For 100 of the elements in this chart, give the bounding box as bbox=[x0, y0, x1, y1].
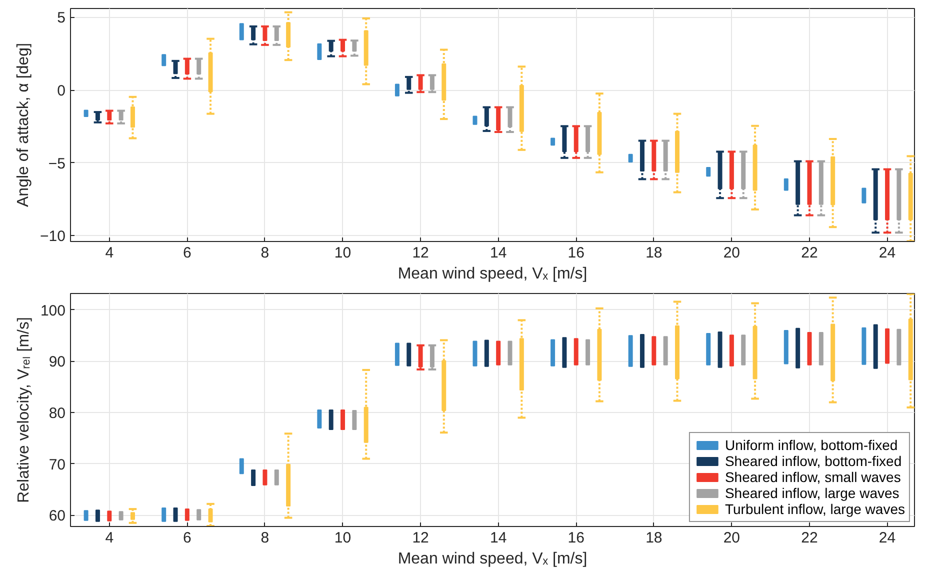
bar bbox=[340, 410, 346, 430]
bar bbox=[394, 84, 400, 96]
x-tick-label: 8 bbox=[260, 530, 270, 546]
x-tick-label: 22 bbox=[801, 530, 818, 546]
bar bbox=[162, 54, 166, 66]
bar bbox=[628, 154, 633, 162]
y-tick-label: 90 bbox=[48, 354, 66, 371]
bar bbox=[807, 332, 812, 366]
x-tick-label: 16 bbox=[568, 530, 584, 546]
bar bbox=[508, 340, 512, 366]
bar bbox=[885, 168, 890, 220]
bar bbox=[873, 324, 878, 369]
bar bbox=[484, 106, 489, 126]
x-tick-label: 12 bbox=[412, 530, 429, 546]
bar bbox=[352, 40, 357, 52]
x-axis-title: Mean wind speed, Vₓ [m/s] bbox=[398, 550, 588, 568]
x-tick-label: 14 bbox=[490, 530, 507, 546]
bar bbox=[472, 116, 478, 125]
y-tick-label: 60 bbox=[48, 508, 66, 525]
y-tick-label: 0 bbox=[57, 82, 66, 100]
x-tick-label: 16 bbox=[568, 244, 584, 262]
y-tick-label: 80 bbox=[48, 405, 66, 422]
bar bbox=[352, 410, 357, 430]
bar bbox=[328, 410, 334, 430]
bar bbox=[173, 508, 178, 522]
bar bbox=[84, 110, 88, 118]
legend-label: Sheared inflow, large waves bbox=[724, 485, 900, 501]
bar bbox=[394, 342, 400, 366]
bar bbox=[862, 188, 866, 204]
bar bbox=[550, 138, 556, 146]
y-tick-label: 5 bbox=[57, 10, 66, 27]
x-tick-label: 24 bbox=[878, 244, 896, 262]
bar bbox=[550, 339, 556, 366]
x-tick-label: 14 bbox=[490, 244, 507, 262]
bar bbox=[162, 508, 166, 522]
legend-label: Sheared inflow, bottom-fixed bbox=[724, 453, 902, 469]
legend-label: Sheared inflow, small waves bbox=[724, 469, 901, 485]
bar bbox=[184, 508, 190, 521]
bar bbox=[508, 106, 512, 128]
bar bbox=[130, 512, 135, 520]
bar bbox=[784, 178, 788, 191]
bar bbox=[896, 328, 902, 366]
bar bbox=[484, 340, 489, 367]
bar bbox=[274, 470, 279, 486]
legend-label: Turbulent inflow, large waves bbox=[724, 501, 905, 517]
bar bbox=[196, 509, 202, 520]
bar bbox=[472, 340, 478, 366]
bar bbox=[873, 168, 878, 220]
bar bbox=[118, 511, 124, 520]
x-tick-label: 20 bbox=[723, 244, 740, 262]
bar bbox=[741, 334, 746, 366]
bar bbox=[729, 334, 734, 366]
bar bbox=[208, 508, 213, 522]
x-tick-label: 18 bbox=[646, 244, 662, 262]
x-tick-label: 22 bbox=[801, 244, 818, 262]
legend-label: Uniform inflow, bottom-fixed bbox=[724, 437, 898, 453]
bar bbox=[239, 458, 244, 474]
bar bbox=[118, 110, 124, 121]
y-tick-label: 70 bbox=[48, 456, 66, 474]
x-tick-label: 18 bbox=[646, 530, 662, 546]
bar bbox=[640, 334, 644, 368]
bar bbox=[107, 510, 112, 522]
bar bbox=[262, 470, 268, 486]
bar bbox=[652, 336, 656, 366]
bar bbox=[317, 43, 322, 60]
bar bbox=[663, 336, 668, 366]
bar bbox=[896, 168, 902, 220]
bar bbox=[95, 510, 100, 522]
bar bbox=[239, 23, 244, 40]
bar bbox=[418, 74, 423, 90]
bar bbox=[328, 40, 334, 52]
bar bbox=[784, 330, 788, 364]
bar bbox=[274, 26, 279, 42]
bar bbox=[574, 338, 578, 366]
x-tick-label: 24 bbox=[878, 530, 896, 546]
bar bbox=[818, 332, 824, 366]
bar bbox=[196, 58, 202, 75]
bar bbox=[184, 58, 190, 75]
x-tick-label: 8 bbox=[260, 244, 270, 262]
bar bbox=[496, 340, 501, 366]
y-axis-title: Relative velocity, Vᵣₑₗ [m/s] bbox=[15, 317, 32, 503]
bar bbox=[706, 167, 711, 177]
bar bbox=[340, 39, 346, 52]
bar bbox=[706, 333, 711, 366]
bar bbox=[796, 328, 800, 368]
y-axis-title: Angle of attack, α [deg] bbox=[15, 42, 32, 208]
x-tick-label: 4 bbox=[105, 244, 114, 262]
bar bbox=[406, 76, 412, 90]
bar bbox=[430, 74, 434, 90]
y-tick-label: −10 bbox=[40, 228, 66, 246]
bar bbox=[406, 342, 412, 366]
bar bbox=[885, 328, 890, 364]
bar bbox=[862, 327, 866, 365]
bar bbox=[718, 331, 722, 368]
x-tick-label: 6 bbox=[183, 530, 192, 546]
x-axis-title: Mean wind speed, Vₓ [m/s] bbox=[398, 266, 588, 282]
x-tick-label: 20 bbox=[723, 530, 740, 546]
bar bbox=[173, 60, 178, 74]
x-tick-label: 12 bbox=[412, 244, 429, 262]
x-tick-label: 6 bbox=[183, 244, 192, 262]
